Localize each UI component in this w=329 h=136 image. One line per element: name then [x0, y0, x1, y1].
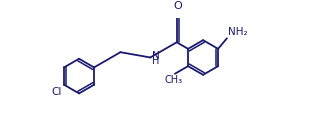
Text: Cl: Cl	[51, 87, 62, 97]
Text: CH₃: CH₃	[165, 75, 183, 85]
Text: O: O	[173, 1, 182, 11]
Text: N: N	[152, 51, 159, 61]
Text: NH₂: NH₂	[228, 27, 248, 37]
Text: H: H	[152, 56, 159, 66]
